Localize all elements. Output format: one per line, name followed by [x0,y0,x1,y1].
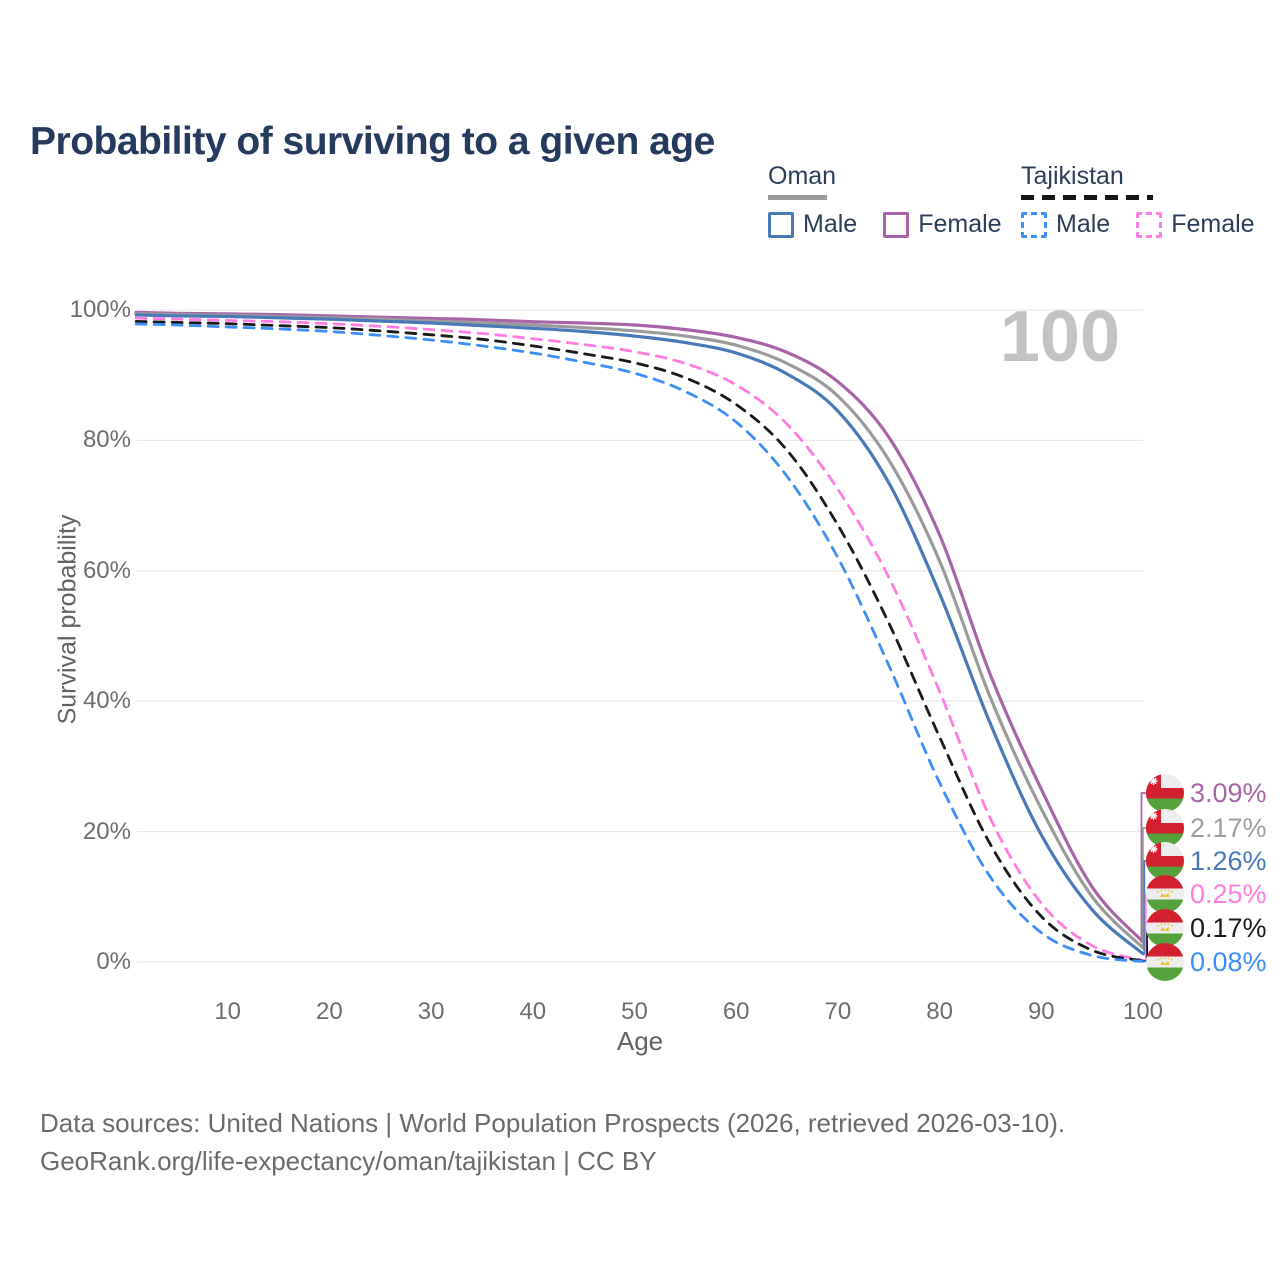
footer: Data sources: United Nations | World Pop… [40,1104,1190,1180]
tajikistan-flag-icon [1146,909,1184,947]
y-tick-0: 0% [96,948,131,975]
y-tick-20: 20% [82,817,131,845]
tajikistan-flag-icon [1146,943,1184,981]
end-label-oman-both-sexes: 2.17% [1146,809,1267,847]
x-tick-80: 80 [926,998,953,1025]
y-axis-title: Survival probability [53,514,82,725]
series-line-oman-male [134,313,1145,956]
end-label-value: 0.08% [1190,947,1267,977]
series-line-oman-both-sexes [134,312,1145,950]
legend-group-underline-solid [768,195,827,200]
series-line-tajikistan-female [134,316,1145,962]
legend-swatch-solid [883,211,910,238]
footer-attribution-url: GeoRank.org/life-expectancy/oman/tajikis… [40,1146,657,1176]
end-label-value: 0.17% [1190,913,1267,943]
legend-swatch-dashed [1136,211,1163,238]
oman-flag-icon [1146,774,1184,812]
series-line-oman-female [134,310,1145,944]
x-axis-title: Age [616,1026,664,1056]
x-tick-60: 60 [722,998,750,1025]
x-tick-100: 100 [1122,998,1164,1025]
x-tick-50: 50 [621,998,648,1025]
legend-item-label: Male [803,210,858,238]
oman-flag-icon [1146,842,1184,880]
end-label-value: 0.25% [1190,879,1267,909]
x-tick-30: 30 [417,998,445,1025]
x-tick-10: 10 [214,998,242,1025]
legend-group-title: Oman [768,162,837,190]
legend-swatch-solid [768,211,794,238]
page-title: Probability of surviving to a given age [30,120,715,164]
end-label-value: 1.26% [1190,846,1267,876]
legend-group-title: Tajikistan [1021,162,1124,190]
x-tick-40: 40 [519,998,547,1025]
y-tick-60: 60% [82,556,131,584]
legend-item-tajikistan-female[interactable]: Female [1136,210,1255,239]
y-tick-100: 100% [69,296,131,323]
legend-swatch-dashed [1021,211,1047,238]
end-label-value: 2.17% [1190,813,1267,843]
legend-item-label: Female [1171,210,1255,238]
end-label-tajikistan-both-sexes: 0.17% [1146,909,1267,947]
y-tick-40: 40% [82,687,131,715]
footer-data-sources: Data sources: United Nations | World Pop… [40,1108,1066,1138]
hovered-age-indicator: 100 [999,297,1120,377]
x-tick-70: 70 [824,998,852,1025]
legend-item-tajikistan-male[interactable]: Male [1021,210,1110,239]
legend-item-label: Male [1056,210,1111,238]
end-label-tajikistan-male: 0.08% [1146,943,1267,981]
legend-item-oman-male[interactable]: Male [768,210,857,239]
series-line-tajikistan-both-sexes [134,320,1145,963]
oman-flag-icon [1146,809,1184,847]
end-label-oman-male: 1.26% [1146,842,1267,880]
end-label-oman-female: 3.09% [1146,774,1267,812]
y-tick-80: 80% [82,426,131,454]
legend-item-oman-female[interactable]: Female [883,210,1002,239]
legend-group-tajikistan: Tajikistan Male Female [1021,162,1255,239]
x-tick-20: 20 [316,998,343,1025]
legend-items-row: Male Female [768,210,1002,239]
legend-group-underline-dashed [1021,195,1153,200]
end-label-tajikistan-female: 0.25% [1146,875,1267,913]
tajikistan-flag-icon [1146,875,1184,913]
legend-item-label: Female [918,210,1002,238]
x-tick-90: 90 [1027,998,1055,1025]
legend-group-oman: Oman Male Female [768,162,1002,239]
legend-items-row: Male Female [1021,210,1255,239]
end-label-value: 3.09% [1190,778,1267,808]
series-line-tajikistan-male [134,322,1145,963]
